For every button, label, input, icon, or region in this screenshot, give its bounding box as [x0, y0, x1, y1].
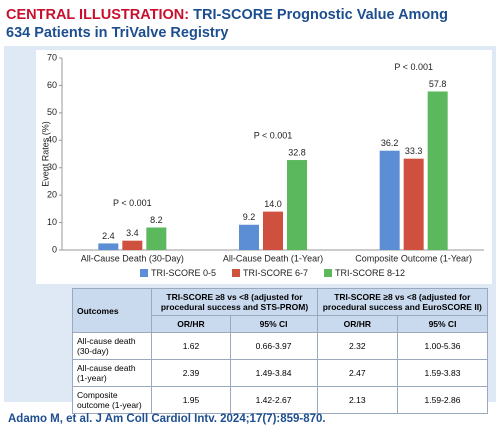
value-label: 9.2: [243, 212, 256, 222]
table-row: Composite outcome (1-year) 1.95 1.42-2.67 2…: [71, 386, 488, 414]
table-cell: 1.59-2.86: [397, 386, 488, 414]
table-cell: 2.13: [316, 386, 399, 414]
x-tick-label: Composite Outcome (1-Year): [355, 253, 472, 263]
table-subheader: OR/HR: [151, 315, 231, 333]
table-cell: 1.62: [151, 332, 231, 360]
table-cell: 2.39: [151, 359, 231, 387]
table-header: Outcomes: [71, 288, 153, 333]
bar: [379, 150, 400, 250]
table-cell: 1.00-5.36: [397, 332, 488, 360]
annotation: P < 0.001: [254, 130, 293, 140]
y-tick-label: 0: [52, 244, 57, 254]
table-row: All-cause death (1-year) 2.39 1.49-3.84 2.4…: [71, 359, 488, 387]
table-subheader-row: OR/HR 95% CI OR/HR 95% CI: [73, 315, 488, 333]
value-label: 14.0: [264, 199, 282, 209]
bar: [239, 224, 259, 250]
value-label: 36.2: [381, 138, 399, 148]
chart: Event Rates (%) 0 10 20 30 40 50 60 70 All-Cause…: [36, 50, 492, 284]
x-tick-label: All-Cause Death (30-Day): [81, 253, 184, 263]
x-tick-label: All-Cause Death (1-Year): [223, 253, 323, 263]
table-header: TRI-SCORE ≥8 vs <8 (adjusted for procedu…: [316, 288, 489, 316]
y-tick-label: 70: [47, 52, 57, 62]
bar: [122, 240, 143, 250]
table-cell: All-cause death (1-year): [71, 359, 153, 387]
y-tick-label: 20: [47, 190, 57, 200]
value-label: 32.8: [288, 147, 306, 157]
bar: [287, 160, 307, 250]
legend-swatch: [324, 269, 333, 277]
table-row: All-cause death (30-day) 1.62 0.66-3.97 2.3…: [71, 332, 488, 360]
table-subheader: 95% CI: [229, 315, 318, 333]
legend-swatch: [232, 269, 241, 277]
y-axis-label: Event Rates (%): [40, 121, 50, 187]
table-cell: All-cause death (30-day): [71, 332, 153, 360]
header-title: TRI-SCORE Prognostic Value Among 634 Pat…: [6, 7, 449, 41]
legend-swatch: [140, 269, 148, 277]
table-cell: 1.49-3.84: [229, 359, 318, 387]
annotation: P < 0.001: [113, 198, 152, 208]
y-tick-label: 60: [47, 80, 57, 90]
legend-label: TRI-SCORE 0-5: [151, 268, 216, 278]
header-label: CENTRAL ILLUSTRATION:: [6, 7, 190, 23]
legend-label: TRI-SCORE 8-12: [335, 268, 405, 278]
value-label: 8.2: [150, 215, 163, 225]
bar: [146, 227, 167, 250]
table-subheader: 95% CI: [397, 315, 488, 333]
bar: [263, 211, 283, 250]
table-cell: 1.95: [151, 386, 231, 414]
table-cell: 1.59-3.83: [397, 359, 488, 387]
value-label: 57.8: [429, 79, 447, 89]
value-label: 33.3: [405, 146, 423, 156]
y-tick-label: 40: [47, 135, 57, 145]
header: CENTRAL ILLUSTRATION: TRI-SCORE Prognost…: [6, 6, 476, 42]
bar: [427, 91, 448, 250]
results-table: Outcomes TRI-SCORE ≥8 vs <8 (adjusted fo…: [71, 288, 489, 414]
table-cell: 1.42-2.67: [229, 386, 318, 414]
bar: [403, 158, 424, 250]
bar: [98, 243, 119, 250]
y-tick-label: 30: [47, 162, 57, 172]
table-subheader: OR/HR: [316, 315, 399, 333]
y-tick-label: 10: [47, 217, 57, 227]
value-label: 2.4: [102, 231, 115, 241]
value-label: 3.4: [126, 228, 139, 238]
table-cell: 2.47: [316, 359, 399, 387]
legend-label: TRI-SCORE 6-7: [243, 268, 308, 278]
citation: Adamo M, et al. J Am Coll Cardiol Intv. …: [8, 413, 326, 425]
y-tick-label: 50: [47, 107, 57, 117]
table-cell: 2.32: [316, 332, 399, 360]
annotation: P < 0.001: [394, 62, 433, 72]
table-header: TRI-SCORE ≥8 vs <8 (adjusted for procedu…: [151, 288, 318, 316]
table-cell: Composite outcome (1-year): [71, 386, 153, 414]
table-cell: 0.66-3.97: [229, 332, 318, 360]
